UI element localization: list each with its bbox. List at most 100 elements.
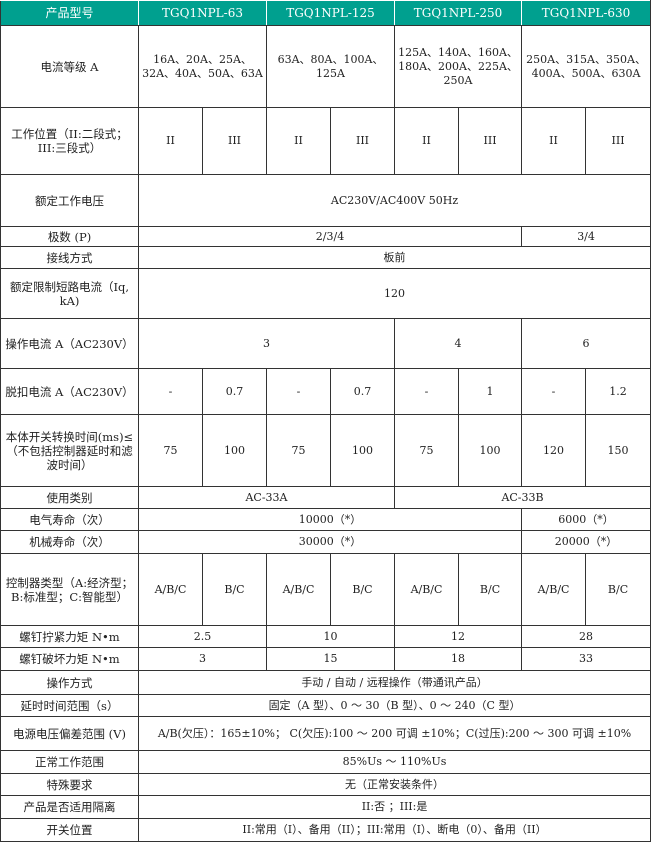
value-cell: 0.7 bbox=[202, 368, 267, 415]
value-cell: II:否 ；III:是 bbox=[137, 795, 651, 819]
row-label: 工作位置（II:二段式；III:三段式） bbox=[0, 107, 139, 175]
value-cell: 手动 / 自动 / 远程操作（带通讯产品） bbox=[137, 670, 651, 695]
value-cell: III bbox=[585, 107, 651, 175]
table-row: 产品是否适用隔离 II:否 ；III:是 bbox=[0, 795, 651, 819]
value-cell: 16A、20A、25A、32A、40A、50A、63A bbox=[138, 25, 267, 108]
table-row: 使用类别 AC-33A AC-33B bbox=[0, 486, 651, 509]
row-label: 操作电流 A（AC230V） bbox=[0, 318, 139, 369]
header-model: TGQ1NPL-63 bbox=[138, 0, 267, 26]
value-cell: 1 bbox=[458, 368, 523, 415]
value-cell: AC230V/AC400V 50Hz bbox=[137, 174, 651, 227]
value-cell: II:常用（I）、备用（II）；III:常用（I）、断电（0）、备用（II） bbox=[137, 818, 651, 842]
table-row: 操作方式 手动 / 自动 / 远程操作（带通讯产品） bbox=[0, 670, 651, 695]
value-cell: 10 bbox=[265, 625, 396, 648]
table-row: 电流等级 A 16A、20A、25A、32A、40A、50A、63A 63A、80A… bbox=[0, 25, 651, 108]
table-row: 螺钉拧紧力矩 N•m 2.5 10 12 28 bbox=[0, 625, 651, 648]
value-cell: 20000（*） bbox=[521, 530, 651, 554]
table-row: 工作位置（II:二段式；III:三段式） II III II III II III II III bbox=[0, 107, 651, 175]
value-cell: III bbox=[458, 107, 523, 175]
value-cell: AC-33B bbox=[394, 486, 651, 509]
row-label: 本体开关转换时间(ms)≤（不包括控制器延时和滤波时间） bbox=[0, 414, 139, 487]
value-cell: B/C bbox=[458, 553, 523, 626]
table-row: 电源电压偏差范围 (V) A/B(欠压）：165±10%； C(欠压):100 ～… bbox=[0, 716, 651, 751]
row-label: 额定限制短路电流（Iq, kA) bbox=[0, 268, 139, 319]
value-cell: 85%Us ～ 110%Us bbox=[137, 750, 651, 774]
row-label: 正常工作范围 bbox=[0, 750, 139, 774]
table-row: 特殊要求 无（正常安装条件） bbox=[0, 773, 651, 796]
value-cell: - bbox=[394, 368, 460, 415]
row-label: 操作方式 bbox=[0, 670, 139, 695]
value-cell: 125A、140A、160A、180A、200A、225A、250A bbox=[394, 25, 523, 108]
value-cell: - bbox=[266, 368, 331, 415]
row-label: 电源电压偏差范围 (V) bbox=[0, 716, 139, 751]
value-cell: 250A、315A、350A、400A、500A、630A bbox=[521, 25, 651, 108]
row-label: 开关位置 bbox=[0, 818, 139, 842]
table-row: 额定限制短路电流（Iq, kA) 120 bbox=[0, 268, 651, 319]
table-row: 脱扣电流 A（AC230V） -0.7-0.7-1-1.2 bbox=[0, 368, 651, 415]
value-cell: A/B/C bbox=[266, 553, 331, 626]
value-cell: - bbox=[521, 368, 587, 415]
value-cell: 1.2 bbox=[585, 368, 651, 415]
value-cell: AC-33A bbox=[137, 486, 396, 509]
table-row: 正常工作范围 85%Us ～ 110%Us bbox=[0, 750, 651, 774]
row-label: 螺钉破坏力矩 N•m bbox=[0, 647, 139, 671]
value-cell: 120 bbox=[521, 414, 587, 487]
value-cell: B/C bbox=[585, 553, 651, 626]
value-cell: 6000（*） bbox=[521, 508, 651, 531]
row-label: 脱扣电流 A（AC230V） bbox=[0, 368, 139, 415]
value-cell: 33 bbox=[521, 647, 651, 671]
value-cell: III bbox=[329, 107, 396, 175]
value-cell: II bbox=[138, 107, 203, 175]
table-row: 电气寿命（次） 10000（*） 6000（*） bbox=[0, 508, 651, 531]
table-row: 极数 (P) 2/3/4 3/4 bbox=[0, 226, 651, 247]
value-cell: 3 bbox=[137, 318, 396, 369]
table-row: 本体开关转换时间(ms)≤（不包括控制器延时和滤波时间） 75 100 75 100 75… bbox=[0, 414, 651, 487]
value-cell: 18 bbox=[394, 647, 523, 671]
value-cell: 4 bbox=[394, 318, 523, 369]
row-label: 产品是否适用隔离 bbox=[0, 795, 139, 819]
table-row: 操作电流 A（AC230V） 3 4 6 bbox=[0, 318, 651, 369]
value-cell: 固定（A 型）、0 ～ 30（B 型）、0 ～ 240（C 型） bbox=[137, 694, 651, 717]
row-label: 接线方式 bbox=[0, 246, 139, 269]
row-label: 延时时间范围（s） bbox=[0, 694, 139, 717]
table-row: 延时时间范围（s） 固定（A 型）、0 ～ 30（B 型）、0 ～ 240（C 型… bbox=[0, 694, 651, 717]
value-cell: B/C bbox=[329, 553, 396, 626]
header-model: TGQ1NPL-630 bbox=[521, 0, 651, 26]
value-cell: B/C bbox=[202, 553, 267, 626]
table-row: 额定工作电压 AC230V/AC400V 50Hz bbox=[0, 174, 651, 227]
value-cell: 100 bbox=[329, 414, 396, 487]
row-label: 特殊要求 bbox=[0, 773, 139, 796]
header-model: TGQ1NPL-250 bbox=[394, 0, 523, 26]
value-cell: 75 bbox=[138, 414, 203, 487]
table-body: 电流等级 A 16A、20A、25A、32A、40A、50A、63A 63A、80A… bbox=[0, 25, 651, 842]
table-row: 螺钉破坏力矩 N•m 3 15 18 33 bbox=[0, 647, 651, 671]
value-cell: 2.5 bbox=[138, 625, 267, 648]
value-cell: II bbox=[266, 107, 331, 175]
value-cell: 28 bbox=[521, 625, 651, 648]
header-label: 产品型号 bbox=[0, 0, 139, 26]
value-cell: III bbox=[202, 107, 267, 175]
header-model: TGQ1NPL-125 bbox=[265, 0, 396, 26]
row-label: 螺钉拧紧力矩 N•m bbox=[0, 625, 139, 648]
value-cell: 100 bbox=[202, 414, 267, 487]
value-cell: 板前 bbox=[137, 246, 651, 269]
row-label: 机械寿命（次） bbox=[0, 530, 139, 554]
value-cell: 150 bbox=[585, 414, 651, 487]
table-row: 机械寿命（次） 30000（*） 20000（*） bbox=[0, 530, 651, 554]
value-cell: 30000（*） bbox=[137, 530, 523, 554]
value-cell: 0.7 bbox=[329, 368, 396, 415]
value-cell: 100 bbox=[458, 414, 523, 487]
row-label: 使用类别 bbox=[0, 486, 139, 509]
value-cell: 15 bbox=[265, 647, 396, 671]
value-cell: A/B/C bbox=[521, 553, 587, 626]
value-cell: A/B(欠压）：165±10%； C(欠压):100 ～ 200 可调 ±10%… bbox=[137, 716, 651, 751]
value-cell: 3/4 bbox=[521, 226, 651, 247]
value-cell: 120 bbox=[137, 268, 651, 319]
row-label: 控制器类型（A:经济型；B:标准型；C:智能型） bbox=[0, 553, 139, 626]
value-cell: A/B/C bbox=[138, 553, 203, 626]
value-cell: 63A、80A、100A、125A bbox=[265, 25, 396, 108]
value-cell: II bbox=[394, 107, 460, 175]
value-cell: 10000（*） bbox=[137, 508, 523, 531]
row-label: 额定工作电压 bbox=[0, 174, 139, 227]
